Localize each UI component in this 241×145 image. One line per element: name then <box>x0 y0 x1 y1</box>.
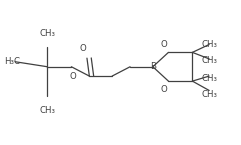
Text: CH₃: CH₃ <box>202 56 218 65</box>
Text: O: O <box>80 44 87 53</box>
Text: CH₃: CH₃ <box>202 75 218 84</box>
Text: O: O <box>69 72 76 81</box>
Text: CH₃: CH₃ <box>202 90 218 99</box>
Text: B: B <box>150 62 156 71</box>
Text: O: O <box>161 85 168 94</box>
Text: CH₃: CH₃ <box>202 40 218 49</box>
Text: O: O <box>161 40 168 49</box>
Text: CH₃: CH₃ <box>40 29 55 38</box>
Text: CH₃: CH₃ <box>40 106 55 115</box>
Text: H₃C: H₃C <box>4 57 20 66</box>
